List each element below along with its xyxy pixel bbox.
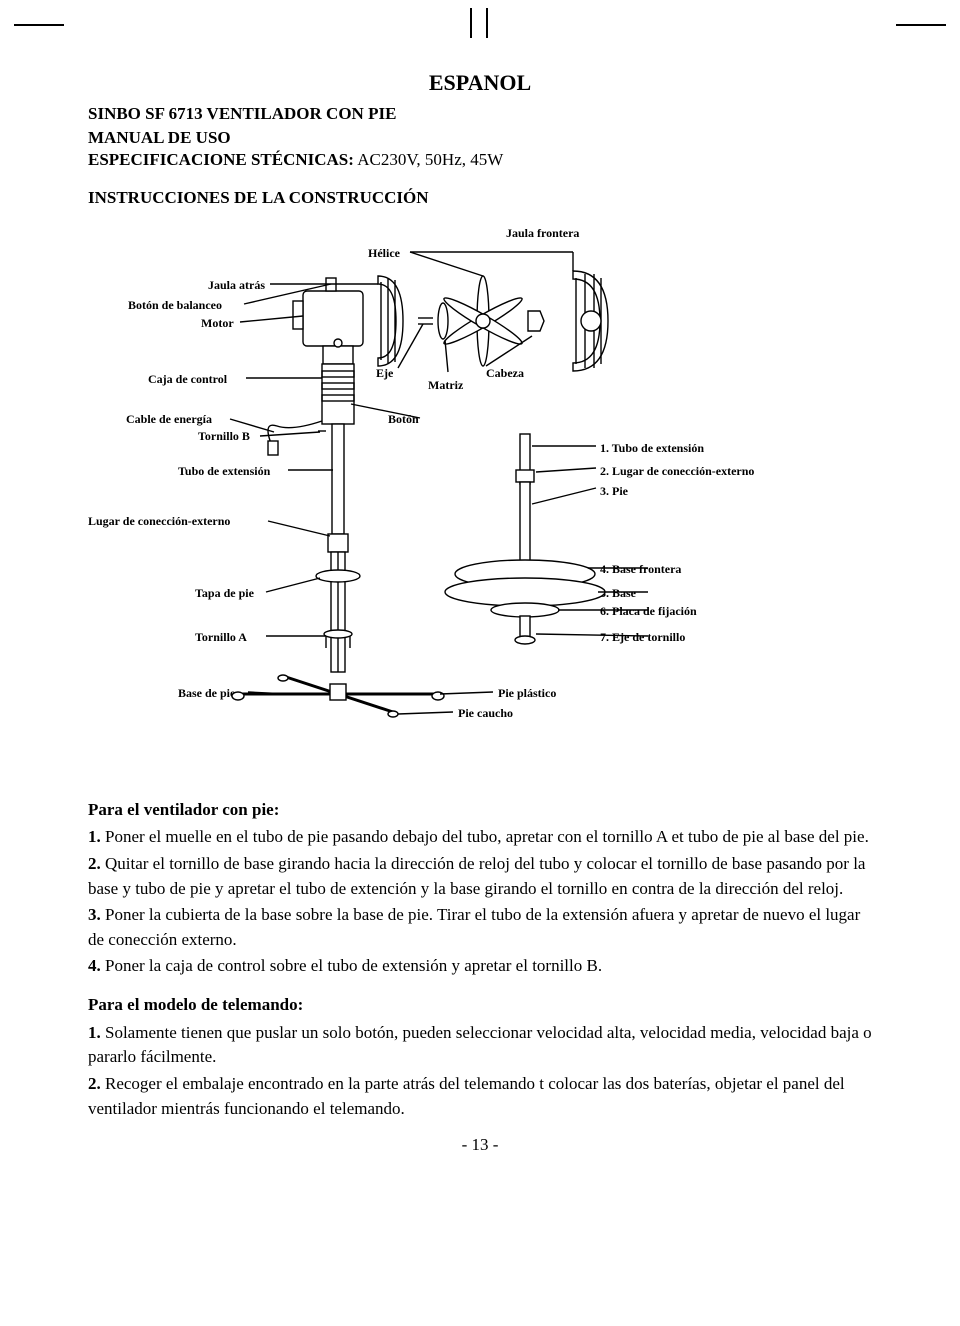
num-1-2: 2. [88,854,101,873]
instr2-1: 1. Solamente tienen que puslar un solo b… [88,1021,872,1070]
num-1-1: 1. [88,827,101,846]
page-number: - 13 - [88,1135,872,1155]
num-2-2: 2. [88,1074,101,1093]
instructions-stand: Para el ventilador con pie: 1. Poner el … [88,798,872,979]
crop-mark-left [14,24,64,26]
manual-title: MANUAL DE USO [88,126,872,150]
spec-label: ESPECIFICACIONE STÉCNICAS: [88,150,354,169]
instructions-remote-title: Para el modelo de telemando: [88,993,872,1018]
assembly-diagram: Jaula frontera Hélice Jaula atrás Botón … [88,216,872,786]
instr1-1: 1. Poner el muelle en el tubo de pie pas… [88,825,872,850]
text-2-2: Recoger el embalaje encontrado en la par… [88,1074,845,1118]
text-1-1: Poner el muelle en el tubo de pie pasand… [101,827,869,846]
crop-mark-right [896,24,946,26]
instr1-2: 2. Quitar el tornillo de base girando ha… [88,852,872,901]
text-1-2: Quitar el tornillo de base girando hacia… [88,854,865,898]
num-2-1: 1. [88,1023,101,1042]
text-2-1: Solamente tienen que puslar un solo botó… [88,1023,872,1067]
spec-value: AC230V, 50Hz, 45W [354,150,503,169]
instr2-2: 2. Recoger el embalaje encontrado en la … [88,1072,872,1121]
text-1-4: Poner la caja de control sobre el tubo d… [101,956,602,975]
construction-heading: INSTRUCCIONES DE LA CONSTRUCCIÓN [88,188,872,208]
instr1-3: 3. Poner la cubierta de la base sobre la… [88,903,872,952]
language-title: ESPANOL [88,70,872,96]
instr1-4: 4. Poner la caja de control sobre el tub… [88,954,872,979]
instructions-stand-title: Para el ventilador con pie: [88,798,872,823]
spec-line: ESPECIFICACIONE STÉCNICAS: AC230V, 50Hz,… [88,150,872,170]
product-title: SINBO SF 6713 VENTILADOR CON PIE [88,102,872,126]
num-1-3: 3. [88,905,101,924]
diagram-svg [88,216,868,776]
num-1-4: 4. [88,956,101,975]
crop-mark-center-left [470,8,472,38]
crop-mark-center-right [486,8,488,38]
text-1-3: Poner la cubierta de la base sobre la ba… [88,905,860,949]
instructions-remote: Para el modelo de telemando: 1. Solament… [88,993,872,1121]
